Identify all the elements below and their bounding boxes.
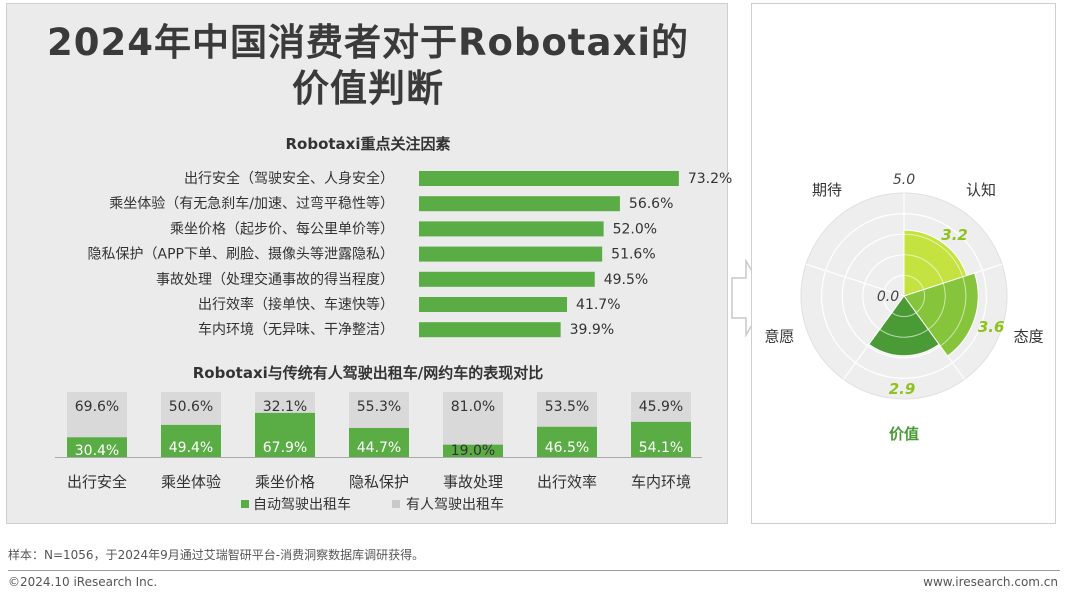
autonomous-value-label: 46.5% (545, 440, 589, 456)
radar-spoke (805, 263, 905, 297)
page-title: 2024年中国消费者对于Robotaxi的 价值判断 (7, 20, 729, 112)
factor-category-label: 出行效率（接单快、车速快等） (198, 296, 394, 313)
left-chart-panel: 2024年中国消费者对于Robotaxi的 价值判断 Robotaxi重点关注因… (6, 3, 733, 524)
factor-chart-title: Robotaxi重点关注因素 (285, 135, 451, 153)
factor-value-label: 73.2% (688, 171, 732, 187)
radar-sector-gridline (879, 328, 929, 338)
human-driven-value-label: 53.5% (545, 399, 589, 415)
radar-dimension-label: 态度 (1014, 327, 1044, 345)
value-radar-chart: 认知 3.2 态度 3.6 价值 2.9 意愿 期待 5.0 0.0 (764, 172, 1044, 443)
radar-dimension-label: 期待 (812, 181, 842, 199)
footer-divider (8, 570, 1060, 571)
radar-sector (903, 229, 968, 297)
factor-bar (419, 221, 604, 237)
radar-sector-gridline (940, 276, 967, 347)
factor-value-label: 56.6% (629, 196, 673, 212)
autonomous-value-label: 54.1% (639, 440, 683, 456)
legend-label-human: 有人驾驶出租车 (406, 496, 504, 513)
copyright: ©2024.10 iResearch Inc. (8, 575, 158, 589)
radar-dimension-label: 认知 (966, 181, 996, 199)
site-url: www.iresearch.com.cn (923, 575, 1058, 589)
human-driven-bar-segment (255, 392, 315, 413)
human-driven-bar-segment (67, 392, 127, 438)
legend-label-autonomous: 自动驾驶出租车 (253, 496, 351, 513)
factor-value-label: 39.9% (570, 322, 614, 338)
factor-bar (419, 196, 620, 212)
radar-value-label: 2.9 (889, 380, 916, 398)
factor-category-label: 车内环境（无异味、干净整洁） (198, 321, 394, 338)
right-chart-panel: 认知 3.2 态度 3.6 价值 2.9 意愿 期待 5.0 0.0 (751, 3, 1056, 524)
factor-value-label: 52.0% (613, 221, 657, 237)
radar-sector (868, 295, 940, 357)
factor-category-label: 隐私保护（APP下单、刷脸、摄像头等泄露隐私） (88, 246, 394, 263)
radar-dimension-label: 意愿 (764, 327, 794, 345)
radar-sector-gridline (903, 274, 925, 290)
page-title-line2: 价值判断 (292, 67, 444, 110)
radar-value-label: 3.2 (941, 226, 968, 244)
legend-swatch-autonomous (241, 500, 249, 508)
radar-max-tick-label: 5.0 (893, 172, 915, 188)
factor-bar-chart: 出行安全（驾驶安全、人身安全） 73.2% 乘坐体验（有无急刹车/加速、过弯平稳性等… (88, 170, 733, 338)
autonomous-bar-segment (537, 426, 597, 457)
factor-value-label: 41.7% (576, 297, 620, 313)
comparison-stacked-bar-chart: 69.6% 30.4% 出行安全 50.6% 49.4% 乘坐体验 32.1% 67.9% 乘坐… (55, 392, 702, 513)
comparison-category-label: 车内环境 (631, 473, 691, 491)
autonomous-value-label: 30.4% (75, 443, 119, 459)
human-driven-value-label: 81.0% (451, 399, 495, 415)
human-driven-value-label: 45.9% (639, 399, 683, 415)
radar-sector-gridline (903, 233, 964, 278)
radar-sector-gridline (927, 283, 946, 330)
comparison-category-label: 乘坐价格 (255, 473, 315, 491)
factor-bar (419, 297, 568, 312)
factor-bar (419, 246, 603, 262)
radar-focus-dimension-label: 价值 (889, 425, 919, 443)
comparison-category-label: 隐私保护 (349, 473, 409, 491)
autonomous-value-label: 44.7% (357, 440, 401, 456)
comparison-category-label: 事故处理 (443, 473, 503, 491)
factor-value-label: 49.5% (604, 272, 648, 288)
autonomous-bar-segment (67, 437, 127, 457)
factor-value-label: 51.6% (611, 247, 655, 263)
human-driven-bar-segment (443, 392, 503, 445)
radar-min-tick-label: 0.0 (877, 289, 899, 305)
human-driven-bar-segment (161, 392, 221, 425)
legend-swatch-human (392, 500, 400, 508)
human-driven-value-label: 50.6% (169, 399, 213, 415)
factor-bar (419, 271, 595, 287)
factor-category-label: 乘坐价格（起步价、每公里单价等） (170, 220, 394, 237)
factor-category-label: 出行安全（驾驶安全、人身安全） (184, 170, 394, 187)
factor-category-label: 事故处理（处理交通事故的得当程度） (156, 271, 394, 288)
radar-sector-gridline (915, 289, 926, 314)
radar-sector-gridline (891, 312, 917, 318)
factor-bar (419, 322, 561, 338)
sample-note: 样本：N=1056，于2024年9月通过艾瑞智研平台-消费洞察数据库调研获得。 (8, 548, 425, 562)
autonomous-bar-segment (161, 424, 221, 457)
comparison-chart-title: Robotaxi与传统有人驾驶出租车/网约车的表现对比 (192, 364, 544, 382)
page-title-line1: 2024年中国消费者对于Robotaxi的 (47, 21, 689, 64)
comparison-category-label: 乘坐体验 (161, 473, 221, 491)
autonomous-bar-segment (255, 412, 315, 457)
autonomous-value-label: 49.4% (169, 440, 213, 456)
radar-value-label: 3.6 (978, 318, 1005, 336)
human-driven-value-label: 55.3% (357, 399, 401, 415)
human-driven-bar-segment (537, 392, 597, 427)
human-driven-value-label: 69.6% (75, 399, 119, 415)
comparison-category-label: 出行效率 (537, 473, 597, 491)
factor-bar (419, 171, 679, 186)
human-driven-bar-segment (349, 392, 409, 428)
autonomous-bar-segment (631, 421, 691, 457)
autonomous-bar-segment (443, 444, 503, 457)
autonomous-value-label: 67.9% (263, 440, 307, 456)
human-driven-bar-segment (631, 392, 691, 422)
autonomous-value-label: 19.0% (451, 443, 495, 459)
autonomous-bar-segment (349, 427, 409, 457)
radar-sector-gridline (903, 254, 944, 284)
factor-category-label: 乘坐体验（有无急刹车/加速、过弯平稳性等） (109, 195, 394, 212)
human-driven-value-label: 32.1% (263, 399, 307, 415)
comparison-category-label: 出行安全 (67, 473, 127, 491)
